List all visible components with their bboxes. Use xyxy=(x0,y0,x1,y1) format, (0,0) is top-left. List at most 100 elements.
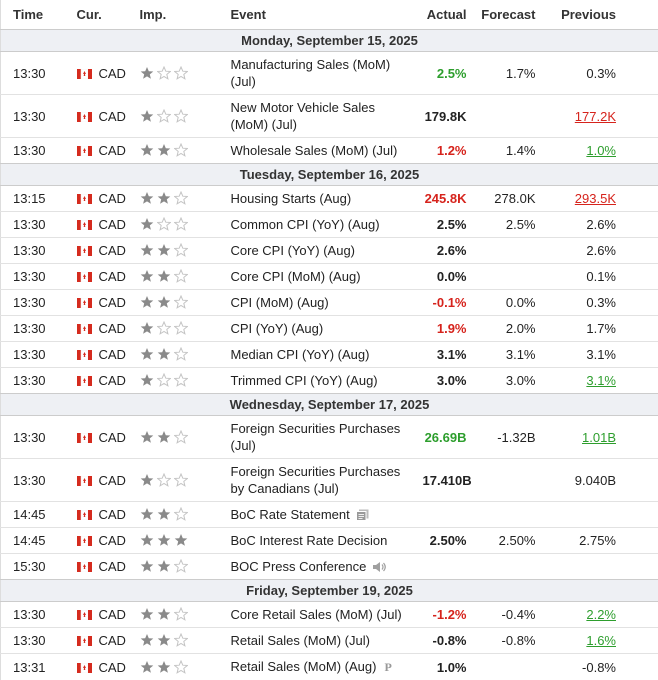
star-shape xyxy=(157,67,170,79)
currency-cell: CAD xyxy=(68,238,136,264)
flag-right xyxy=(88,324,92,334)
star-shape xyxy=(174,296,187,308)
flag-icon xyxy=(77,636,92,646)
star-shape xyxy=(174,270,187,282)
importance-stars xyxy=(140,507,191,522)
forecast-cell xyxy=(473,264,544,290)
event-time: 13:30 xyxy=(1,342,68,368)
event-time: 13:30 xyxy=(1,316,68,342)
star-empty xyxy=(174,191,188,205)
importance-cell xyxy=(136,264,223,290)
star-filled xyxy=(157,507,171,521)
flag-icon xyxy=(77,272,92,282)
importance-stars xyxy=(140,660,191,675)
flag-icon xyxy=(77,194,92,204)
star-empty xyxy=(174,217,188,231)
actual-cell: -0.8% xyxy=(423,628,473,654)
event-time: 13:30 xyxy=(1,238,68,264)
star-shape xyxy=(157,474,170,486)
forecast-cell: 3.1% xyxy=(473,342,544,368)
event-cell: BoC Rate Statement xyxy=(223,502,423,528)
flag-icon xyxy=(77,350,92,360)
previous-value: 1.0% xyxy=(586,143,616,158)
currency-cell: CAD xyxy=(68,186,136,212)
star-shape xyxy=(157,322,170,334)
currency-code: CAD xyxy=(99,660,126,675)
importance-stars xyxy=(140,66,191,81)
forecast-cell: 278.0K xyxy=(473,186,544,212)
column-header: Actual xyxy=(423,0,473,30)
importance-cell xyxy=(136,342,223,368)
actual-cell: 2.50% xyxy=(423,528,473,554)
currency-cell: CAD xyxy=(68,342,136,368)
currency-cell: CAD xyxy=(68,95,136,138)
star-filled xyxy=(140,507,154,521)
star-shape xyxy=(140,144,153,156)
flag-icon xyxy=(77,69,92,79)
event-cell: Core CPI (MoM) (Aug) xyxy=(223,264,423,290)
importance-cell xyxy=(136,416,223,459)
actual-cell: 26.69B xyxy=(423,416,473,459)
previous-cell: 2.6% xyxy=(544,238,658,264)
currency-code: CAD xyxy=(99,473,126,488)
currency-cell: CAD xyxy=(68,138,136,164)
currency-code: CAD xyxy=(99,243,126,258)
forecast-cell: -0.8% xyxy=(473,628,544,654)
event-cell: CPI (YoY) (Aug) xyxy=(223,316,423,342)
flag-right xyxy=(88,246,92,256)
column-header: Imp. xyxy=(136,0,223,30)
actual-cell: 3.1% xyxy=(423,342,473,368)
currency-code: CAD xyxy=(99,295,126,310)
actual-value: 2.50% xyxy=(430,533,467,548)
star-shape xyxy=(157,661,170,673)
star-shape xyxy=(140,270,153,282)
star-shape xyxy=(140,608,153,620)
currency-cell: CAD xyxy=(68,628,136,654)
flag-right xyxy=(88,146,92,156)
event-cell: New Motor Vehicle Sales (MoM) (Jul) xyxy=(223,95,423,138)
currency-code: CAD xyxy=(99,191,126,206)
star-shape xyxy=(140,374,153,386)
forecast-value: 3.1% xyxy=(506,347,536,362)
star-filled xyxy=(174,533,188,547)
star-empty xyxy=(157,217,171,231)
star-shape xyxy=(174,608,187,620)
event-cell: Housing Starts (Aug) xyxy=(223,186,423,212)
currency-cell: CAD xyxy=(68,212,136,238)
event-name: Foreign Securities Purchases (Jul) xyxy=(231,421,401,453)
actual-value: 179.8K xyxy=(425,109,467,124)
star-shape xyxy=(157,110,170,122)
star-shape xyxy=(174,192,187,204)
star-shape xyxy=(157,634,170,646)
importance-cell xyxy=(136,238,223,264)
actual-cell: 2.5% xyxy=(423,212,473,238)
star-shape xyxy=(174,218,187,230)
flag-icon xyxy=(77,433,92,443)
previous-cell xyxy=(544,502,658,528)
actual-value: 1.0% xyxy=(437,660,467,675)
flag-left xyxy=(77,112,81,122)
event-time: 13:30 xyxy=(1,416,68,459)
event-time: 13:30 xyxy=(1,212,68,238)
previous-value: 3.1% xyxy=(586,373,616,388)
day-row: Friday, September 19, 2025 xyxy=(1,580,658,602)
actual-cell: -0.1% xyxy=(423,290,473,316)
star-shape xyxy=(140,634,153,646)
star-empty xyxy=(157,373,171,387)
star-filled xyxy=(157,143,171,157)
flag-left xyxy=(77,350,81,360)
importance-cell xyxy=(136,368,223,394)
previous-cell: 2.2% xyxy=(544,602,658,628)
star-shape xyxy=(174,374,187,386)
importance-cell xyxy=(136,138,223,164)
star-shape xyxy=(174,508,187,520)
importance-cell xyxy=(136,52,223,95)
event-time: 13:30 xyxy=(1,290,68,316)
